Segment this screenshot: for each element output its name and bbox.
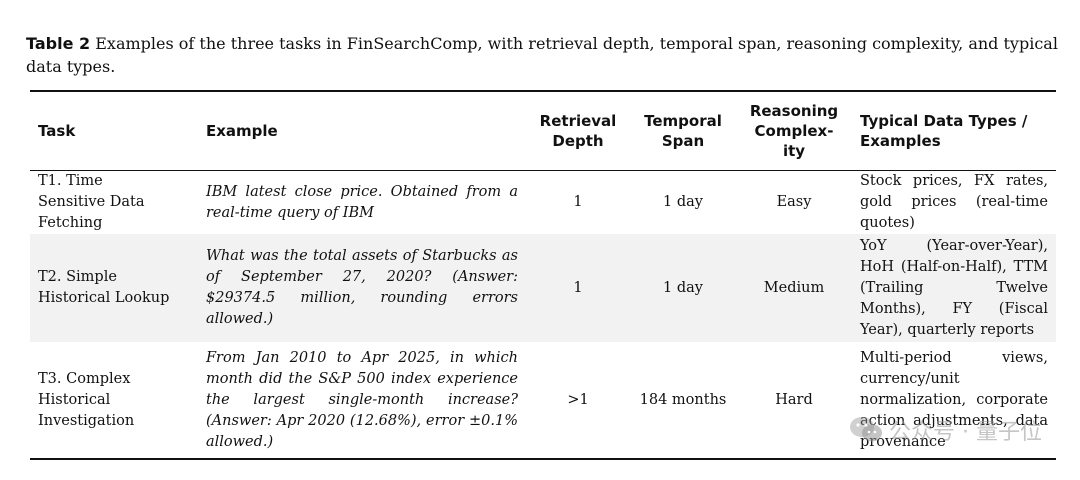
- span-cell: 184 months: [639, 391, 727, 408]
- complexity-cell: Hard: [775, 391, 813, 408]
- caption-text: Examples of the three tasks in FinSearch…: [26, 34, 1058, 76]
- tasks-table: Task Example Retrieval Depth Temporal Sp…: [30, 90, 1056, 460]
- depth-cell: 1: [573, 194, 583, 210]
- task-cell: T2. Simple Historical Lookup: [30, 234, 198, 342]
- example-cell: IBM latest close price. Obtained from a …: [206, 183, 518, 221]
- caption-label: Table 2: [26, 34, 91, 53]
- complexity-cell: Easy: [776, 194, 812, 210]
- complexity-cell: Medium: [736, 234, 852, 342]
- depth-cell: >1: [567, 391, 589, 408]
- depth-cell: 1: [526, 234, 630, 342]
- header-reasoning-complexity: Reasoning Complex- ity: [749, 102, 839, 160]
- types-cell: YoY (Year-over-Year), HoH (Half-on-Half)…: [852, 234, 1056, 342]
- header-data-types: Typical Data Types / Examples: [860, 112, 1028, 150]
- table-row: T3. Complex Historical Investigation Fro…: [30, 342, 1056, 459]
- header-retrieval-depth: Retrieval Depth: [539, 112, 617, 150]
- span-cell: 1 day: [663, 194, 703, 210]
- header-temporal-span: Temporal Span: [644, 112, 722, 150]
- header-example: Example: [206, 122, 278, 140]
- table-row: T1. Time Sensitive Data Fetching IBM lat…: [30, 171, 1056, 235]
- task-cell: T1. Time Sensitive Data Fetching: [38, 173, 145, 231]
- watermark-text: 公众号 · 量子位: [889, 420, 1042, 445]
- types-cell: Stock prices, FX rates, gold prices (rea…: [860, 173, 1048, 231]
- table-row: T2. Simple Historical Lookup What was th…: [30, 234, 1056, 342]
- watermark: 公众号 · 量子位: [849, 414, 1042, 446]
- example-cell: From Jan 2010 to Apr 2025, in which mont…: [206, 349, 518, 450]
- types-cell: Multi-period views, currency/unit normal…: [860, 349, 1048, 450]
- wechat-icon: [849, 416, 883, 444]
- example-cell: What was the total assets of Starbucks a…: [198, 234, 526, 342]
- span-cell: 1 day: [630, 234, 736, 342]
- header-row: Task Example Retrieval Depth Temporal Sp…: [30, 91, 1056, 171]
- task-cell: T3. Complex Historical Investigation: [38, 370, 135, 429]
- table-caption: Table 2 Examples of the three tasks in F…: [26, 32, 1066, 78]
- header-task: Task: [38, 122, 76, 140]
